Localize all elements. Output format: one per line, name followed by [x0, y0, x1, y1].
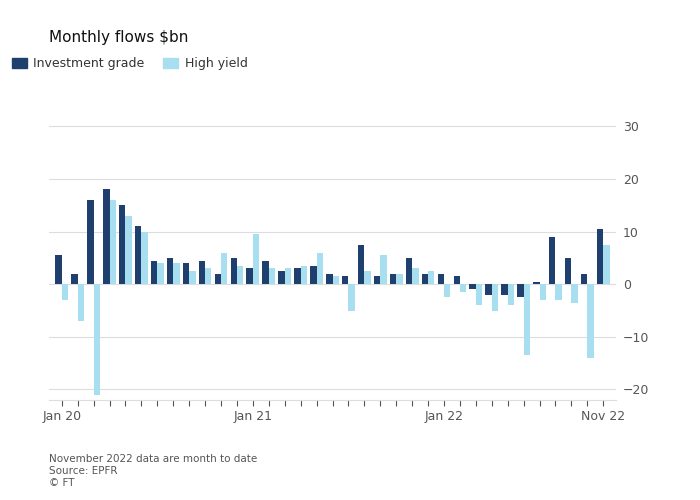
Bar — [141, 232, 148, 284]
Legend: Investment grade, High yield: Investment grade, High yield — [7, 52, 253, 75]
Bar — [540, 284, 546, 300]
Bar — [215, 274, 221, 284]
Bar — [374, 276, 380, 284]
Bar — [438, 274, 444, 284]
Bar — [135, 226, 141, 284]
Bar — [365, 271, 371, 284]
Bar — [88, 200, 94, 284]
Bar — [549, 237, 556, 284]
Bar — [390, 274, 396, 284]
Bar — [269, 268, 275, 284]
Text: Monthly flows $bn: Monthly flows $bn — [49, 30, 188, 45]
Bar — [199, 260, 205, 284]
Bar — [470, 284, 476, 290]
Bar — [189, 271, 195, 284]
Bar — [173, 263, 180, 284]
Bar — [62, 284, 68, 300]
Bar — [556, 284, 562, 300]
Bar — [428, 271, 435, 284]
Bar — [603, 244, 610, 284]
Bar — [485, 284, 492, 294]
Bar — [492, 284, 498, 310]
Bar — [167, 258, 173, 284]
Bar — [517, 284, 524, 298]
Bar — [285, 268, 291, 284]
Bar — [55, 256, 62, 284]
Bar — [358, 244, 365, 284]
Bar — [253, 234, 259, 284]
Bar — [380, 256, 386, 284]
Bar — [476, 284, 482, 306]
Bar — [581, 274, 587, 284]
Bar — [279, 271, 285, 284]
Bar — [396, 274, 402, 284]
Bar — [94, 284, 100, 395]
Bar — [221, 252, 228, 284]
Text: November 2022 data are month to date: November 2022 data are month to date — [49, 454, 258, 464]
Bar — [421, 274, 428, 284]
Bar — [501, 284, 508, 294]
Bar — [533, 282, 540, 284]
Bar — [109, 200, 116, 284]
Bar — [565, 258, 571, 284]
Bar — [332, 276, 339, 284]
Bar — [158, 263, 164, 284]
Bar — [183, 263, 189, 284]
Bar — [342, 276, 349, 284]
Bar — [587, 284, 594, 358]
Bar — [246, 268, 253, 284]
Bar — [310, 266, 316, 284]
Bar — [230, 258, 237, 284]
Bar — [78, 284, 84, 321]
Bar — [125, 216, 132, 284]
Bar — [151, 260, 158, 284]
Bar — [508, 284, 514, 306]
Bar — [571, 284, 577, 302]
Bar — [71, 274, 78, 284]
Bar — [460, 284, 466, 292]
Bar — [262, 260, 269, 284]
Bar — [119, 206, 125, 284]
Bar — [412, 268, 419, 284]
Bar — [316, 252, 323, 284]
Bar — [444, 284, 450, 298]
Bar — [103, 190, 109, 284]
Bar — [300, 266, 307, 284]
Bar — [237, 266, 244, 284]
Bar — [454, 276, 460, 284]
Bar — [205, 268, 211, 284]
Bar — [406, 258, 412, 284]
Text: © FT: © FT — [49, 478, 74, 488]
Bar — [597, 229, 603, 284]
Bar — [524, 284, 530, 356]
Text: Source: EPFR: Source: EPFR — [49, 466, 118, 476]
Bar — [349, 284, 355, 310]
Bar — [294, 268, 300, 284]
Bar — [326, 274, 332, 284]
